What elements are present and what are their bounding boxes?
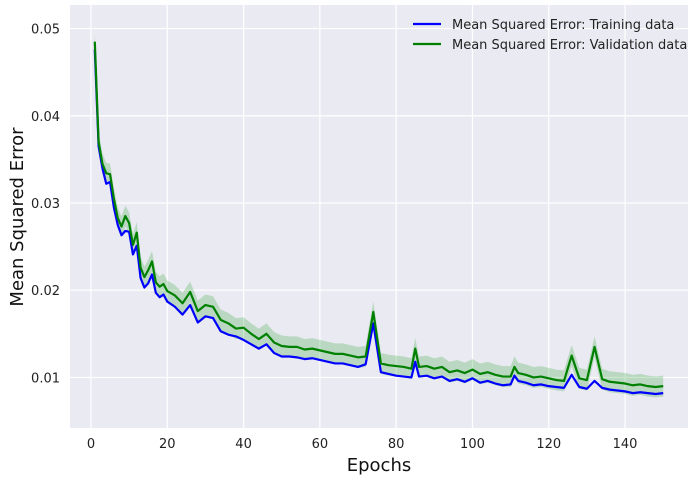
x-axis-title: Epochs — [347, 455, 412, 476]
x-tick-label: 40 — [235, 437, 252, 452]
x-tick-label: 60 — [312, 437, 329, 452]
x-tick-label: 120 — [536, 437, 561, 452]
x-tick-labels: 0 20 40 60 80 100 120 140 — [87, 437, 638, 452]
y-tick-label: 0.03 — [31, 197, 60, 212]
grid — [70, 5, 688, 428]
validation-series-line — [93, 41, 664, 389]
y-axis-title: Mean Squared Error — [7, 127, 28, 307]
y-tick-label: 0.04 — [31, 110, 60, 125]
x-tick-label: 80 — [388, 437, 405, 452]
y-tick-label: 0.01 — [31, 371, 60, 386]
x-tick-label: 20 — [159, 437, 176, 452]
y-tick-label: 0.02 — [31, 284, 60, 299]
y-tick-label: 0.05 — [31, 23, 60, 38]
y-tick-labels: 0.01 0.02 0.03 0.04 0.05 — [31, 23, 60, 387]
training-series-line — [93, 49, 664, 396]
legend: Mean Squared Error: Training data Mean S… — [413, 18, 687, 53]
x-tick-label: 140 — [613, 437, 638, 452]
legend-label-validation: Mean Squared Error: Validation data — [452, 38, 687, 53]
legend-label-training: Mean Squared Error: Training data — [452, 18, 674, 33]
series-lines — [93, 41, 664, 396]
x-tick-label: 100 — [460, 437, 485, 452]
x-tick-label: 0 — [87, 437, 95, 452]
